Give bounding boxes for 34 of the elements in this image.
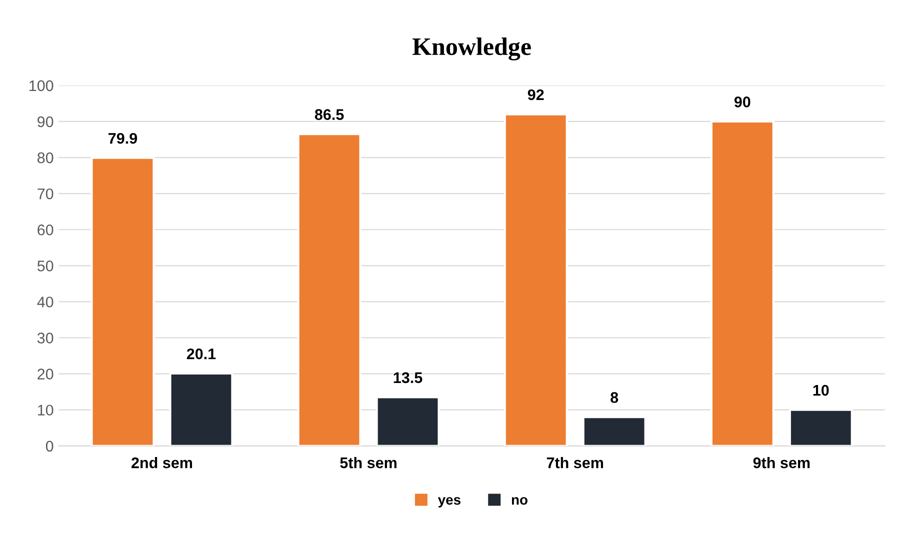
bar (376, 396, 440, 446)
data-label: 90 (734, 96, 750, 108)
y-tick-label: 50 (37, 260, 54, 272)
data-label: 10 (813, 384, 829, 396)
data-label: 8 (610, 392, 618, 403)
y-tick-label: 90 (38, 116, 54, 128)
y-tick-label: 100 (30, 80, 54, 92)
data-label: 20.1 (186, 348, 216, 360)
bar (582, 416, 646, 446)
bar (169, 372, 234, 446)
data-label: 92 (528, 89, 544, 100)
x-tick-label: 9th sem (753, 457, 810, 468)
bar (710, 120, 774, 446)
data-label: 13.5 (394, 372, 422, 384)
bar (90, 156, 155, 446)
x-tick-label: 7th sem (546, 457, 604, 468)
y-tick-label: 40 (37, 296, 54, 308)
x-tick-label: 5th sem (340, 457, 396, 468)
bar (788, 408, 853, 446)
data-label: 79.9 (108, 132, 138, 144)
chart-title: Knowledge (412, 38, 531, 60)
bar (297, 133, 362, 446)
y-tick-label: 30 (37, 332, 54, 344)
x-tick-label: 2nd sem (132, 457, 192, 468)
legend-label: yes (438, 497, 460, 508)
y-tick-label: 80 (38, 152, 54, 164)
y-tick-label: 0 (46, 440, 54, 452)
bar (504, 113, 568, 446)
y-tick-label: 20 (38, 368, 54, 380)
y-tick-label: 60 (38, 224, 54, 236)
y-tick-label: 70 (38, 188, 54, 200)
legend-label: no (512, 497, 528, 505)
data-label: 86.5 (314, 109, 344, 120)
y-tick-label: 10 (38, 404, 54, 416)
